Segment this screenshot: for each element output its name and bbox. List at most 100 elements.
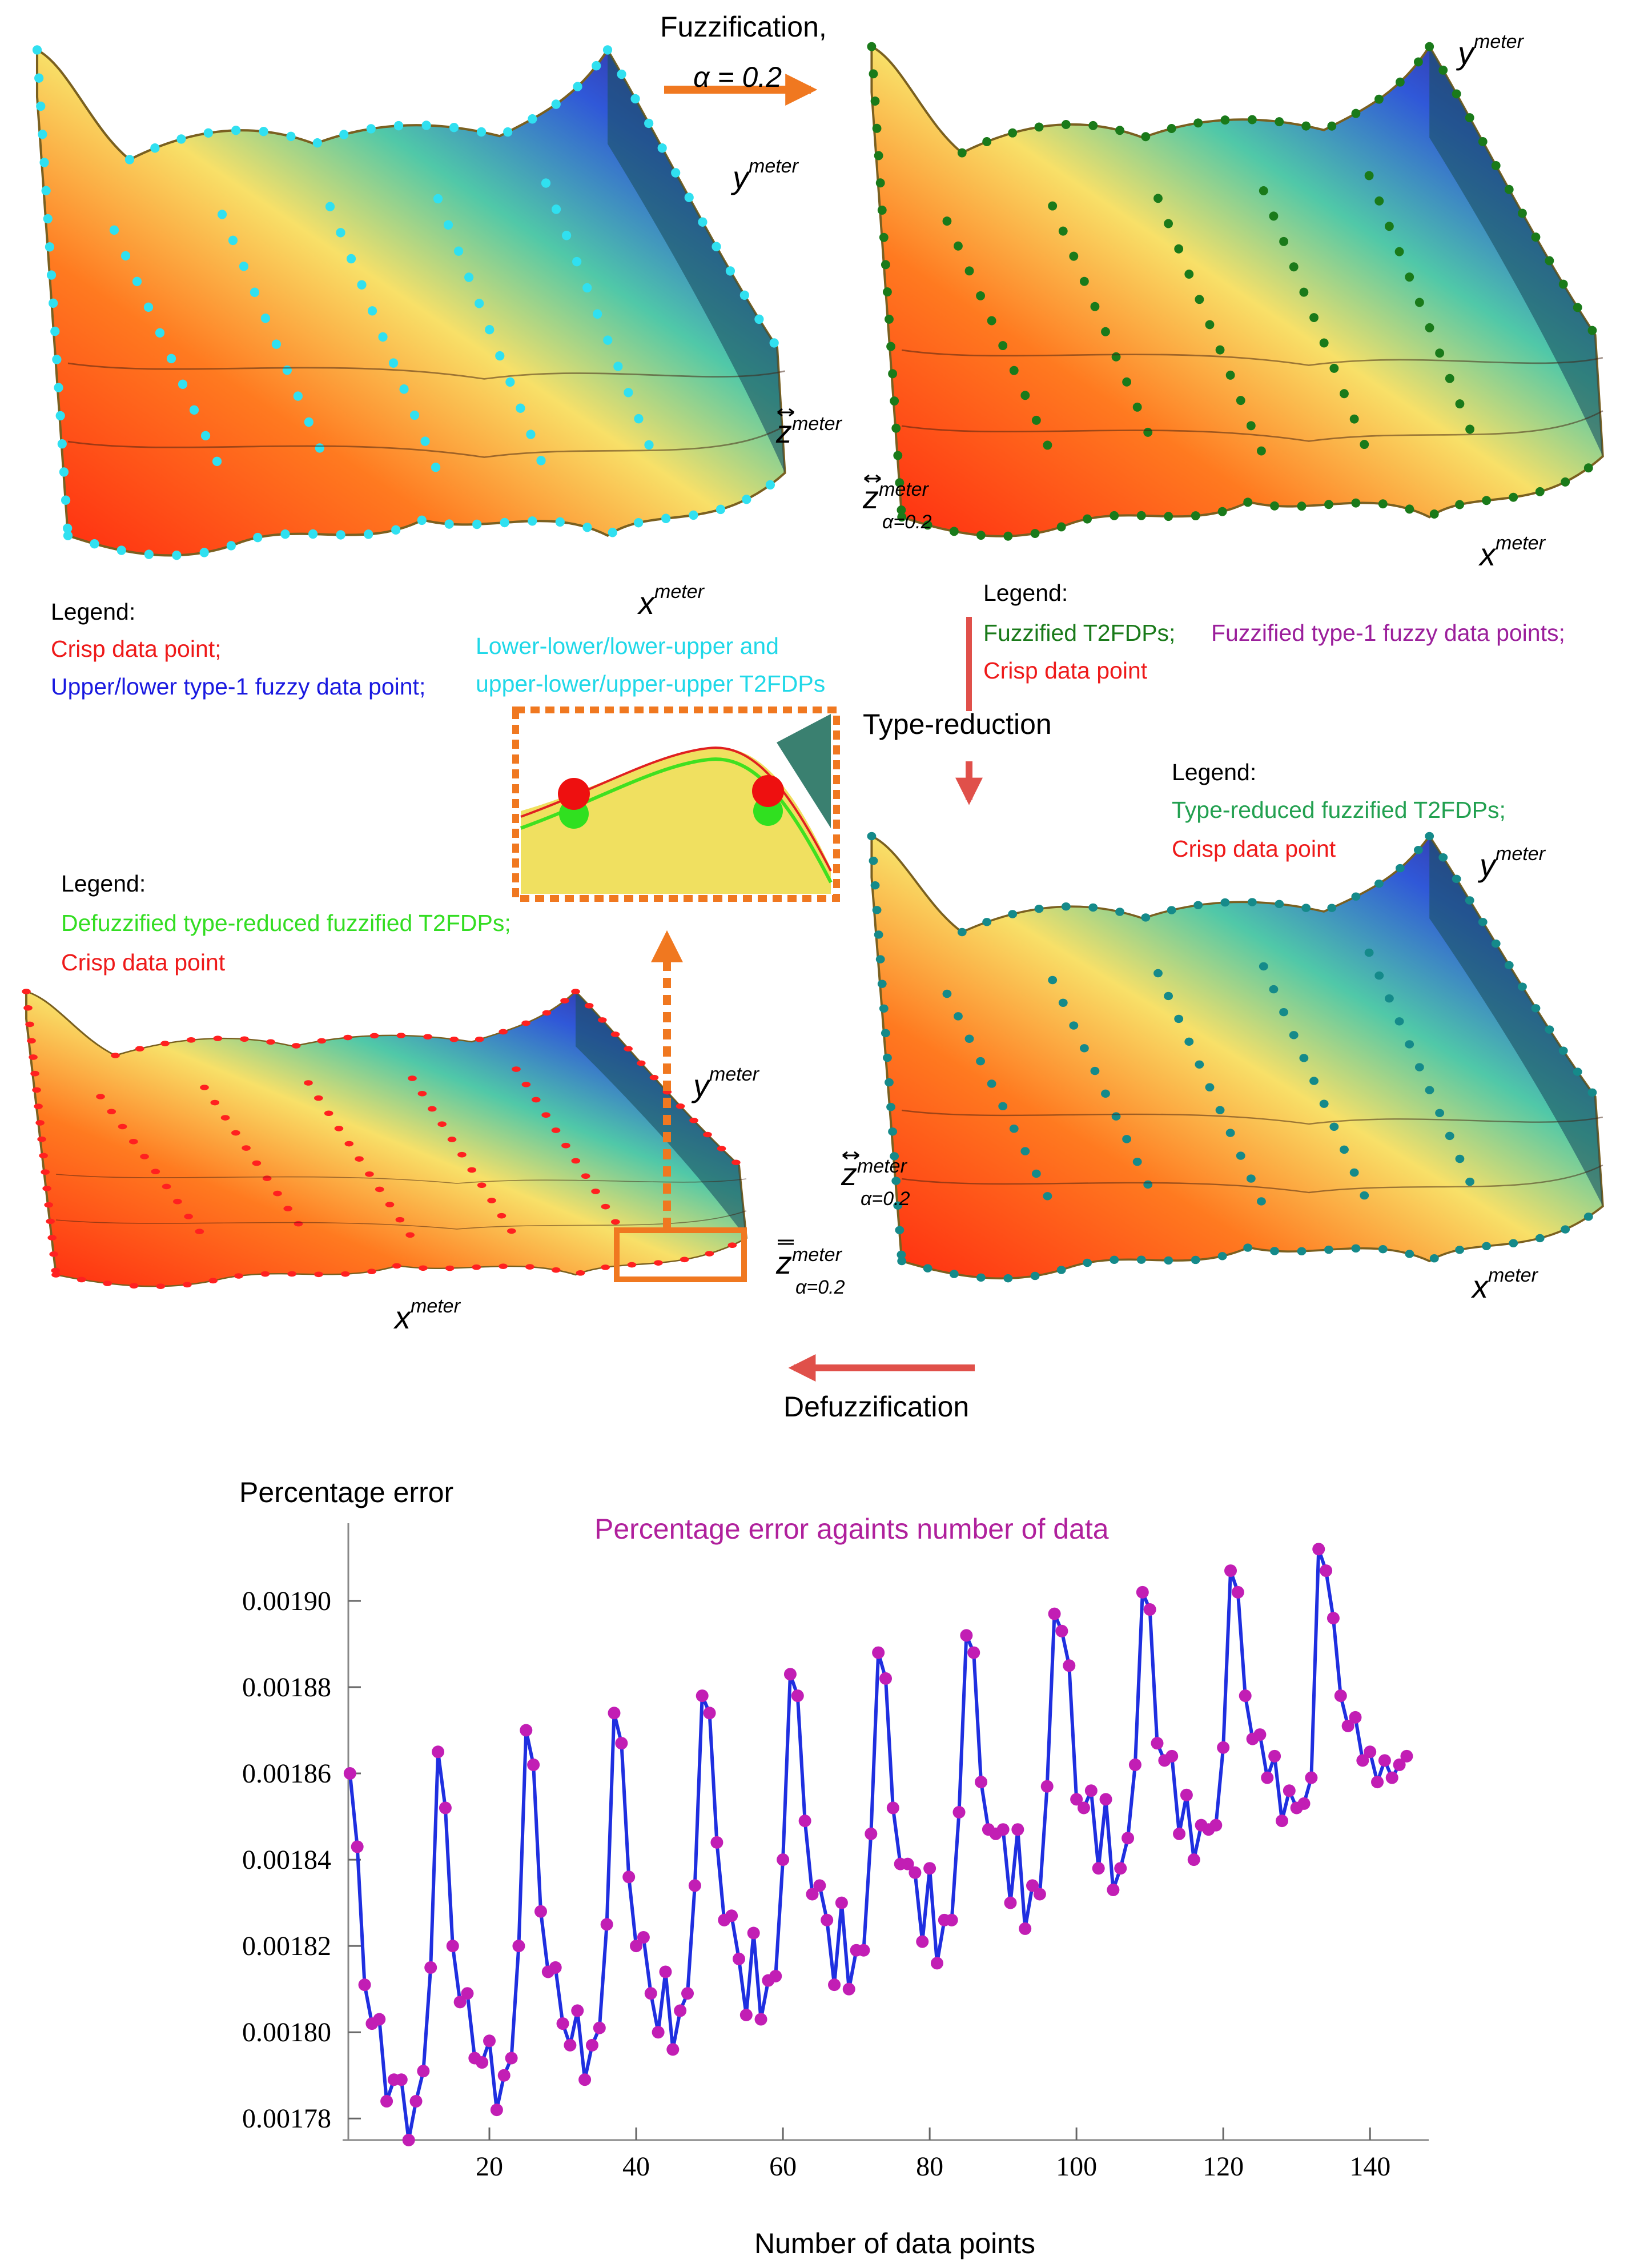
data-point [1063,1659,1076,1672]
data-point [497,2069,511,2082]
chart: 0.00178 0.00180 0.00182 0.00184 0.00186 0.001… [242,1523,1429,2182]
x-tick-label: 40 [622,2151,650,2182]
legend-item: Crisp data point; [51,636,222,662]
legend-item: upper-lower/upper-upper T2FDPs [476,671,825,697]
z-accent [842,1151,859,1160]
data-point [1173,1827,1186,1840]
data-point [600,1918,613,1931]
axis-label: zmeter [841,1155,908,1192]
data-point [1341,1719,1354,1732]
data-point [769,1970,782,1983]
data-point [725,1909,738,1922]
data-line [348,1547,1408,2142]
data-point [842,1982,855,1996]
data-point [373,2013,386,2026]
data-point [622,1870,636,1884]
data-point [1268,1749,1281,1763]
data-point [1099,1793,1112,1806]
data-point [879,1672,892,1685]
data-point [1070,1793,1083,1806]
data-point [688,1879,701,1892]
legend-item: Defuzzified type-reduced fuzzified T2FDP… [61,910,511,936]
data-point [585,2038,598,2052]
y-tick-label: 0.00180 [242,2017,331,2048]
z-accent [864,474,881,483]
legend-item: Crisp data point [1172,836,1336,862]
data-point [380,2095,393,2108]
data-point [1356,1754,1369,1767]
data-point [1107,1883,1120,1896]
data-point [432,1745,445,1759]
axis-label: ymeter [730,155,799,195]
data-point [615,1737,628,1750]
y-tick-label: 0.00188 [242,1672,331,1703]
axis-label: ymeter [691,1063,760,1103]
data-point [996,1823,1010,1836]
data-point [439,1801,452,1815]
data-point [1371,1776,1384,1789]
legend-item: Fuzzified T2FDPs; [983,620,1175,646]
data-point [505,2052,518,2065]
axis-label: xmeter [1478,532,1546,572]
data-point [681,1987,694,2000]
data-point [747,1926,760,1940]
axis-label-sub: α=0.2 [861,1188,910,1210]
data-point [872,1646,885,1659]
data-point [490,2104,503,2117]
surface-panel-1 [37,50,785,555]
z-accent [778,1239,794,1245]
alpha-label: α = 0.2 [693,61,782,93]
axis-label: ymeter [1456,31,1525,71]
data-point [512,1940,525,1953]
legend-item: Crisp data point [983,657,1148,684]
data-point [1033,1888,1046,1901]
legend-item: Lower-lower/lower-upper and [476,633,779,659]
x-tick-label: 60 [769,2151,797,2182]
legend-title: Legend: [983,580,1068,606]
data-point [1019,1922,1032,1935]
data-point [1349,1711,1362,1724]
data-point [703,1707,716,1720]
data-point [1312,1543,1325,1556]
legend-title: Legend: [61,870,146,897]
data-point [1040,1780,1054,1793]
data-point [828,1978,841,1992]
data-point [630,1940,643,1953]
axis-label-sub: α=0.2 [882,511,932,533]
x-tick-label: 140 [1349,2151,1390,2182]
data-point [351,1840,364,1853]
data-point [1004,1896,1017,1909]
data-point [960,1629,973,1642]
data-point [1011,1823,1024,1836]
surface-panel-2 [871,47,1602,536]
data-point [696,1689,709,1703]
data-point [1283,1784,1296,1797]
data-point [1048,1607,1061,1620]
data-point [578,2073,592,2086]
type-reduction-label: Type-reduction [863,708,1052,740]
data-point [1026,1879,1039,1892]
data-point [1151,1737,1164,1750]
data-point [453,1996,467,2009]
data-point [1231,1585,1244,1599]
x-tick-label: 100 [1056,2151,1097,2182]
data-point [644,1987,657,2000]
data-point [1217,1741,1230,1754]
data-point [520,1724,533,1737]
data-point [909,1866,922,1879]
data-point [1136,1585,1149,1599]
axis-label: zmeter [775,1244,843,1280]
data-point [791,1689,804,1703]
legend-item: Crisp data point [61,949,226,976]
data-point [1261,1771,1274,1784]
data-point [395,2073,408,2086]
data-point [417,2065,430,2078]
data-point [1253,1728,1267,1741]
y-tick-label: 0.00184 [242,1845,331,1875]
data-point [571,2004,584,2017]
data-point [1393,1758,1406,1771]
data-point [930,1957,943,1970]
data-point [916,1935,929,1948]
data-point [1305,1771,1318,1784]
data-point [886,1801,899,1815]
